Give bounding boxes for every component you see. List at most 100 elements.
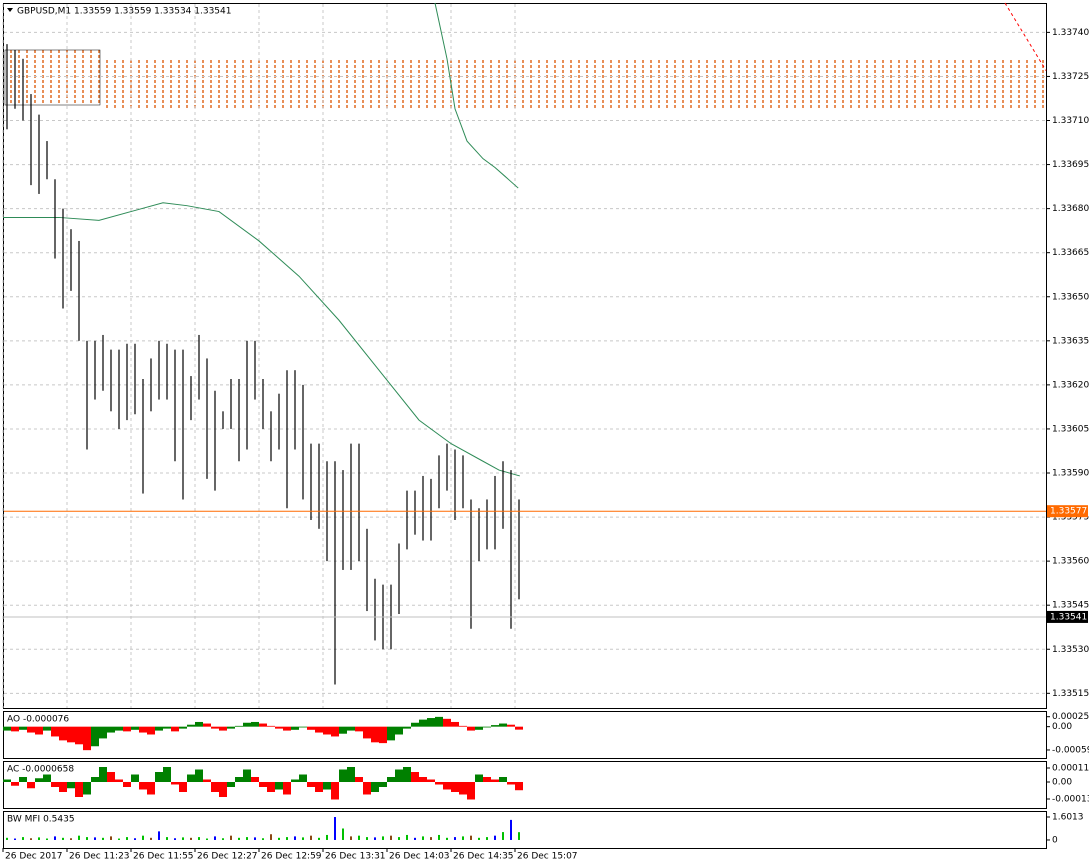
oscillator-bar [491,779,499,782]
oscillator-bar [443,718,451,727]
mfi-bar [502,832,504,840]
oscillator-bar [147,726,155,735]
mfi-bar [302,837,304,840]
oscillator-bar [131,774,139,782]
y-tick-label: 1.33590 [1052,469,1089,479]
oscillator-bar [91,726,99,747]
mfi-bar [494,835,496,840]
mfi-bar [366,837,368,840]
oscillator-bar [235,777,243,782]
oscillator-bar [411,722,419,727]
mfi-frame [3,811,1047,849]
mfi-bar [286,837,288,840]
oscillator-bar [171,782,179,785]
oscillator-bar [211,726,219,729]
oscillator-bar [331,782,339,800]
mfi-bar [166,837,168,840]
oscillator-bar [187,724,195,727]
oscillator-bar [139,782,147,790]
chart-title: GBPUSD,M1 1.33559 1.33559 1.33534 1.3354… [17,7,231,17]
mfi-bar [438,834,440,840]
oscillator-bar [475,774,483,782]
oscillator-bar [27,782,35,789]
mfi-bar [518,832,520,840]
pane-title: AC -0.0000658 [7,765,74,775]
oscillator-bar [259,782,267,787]
oscillator-bar [11,726,19,732]
x-tick-label: 26 Dec 15:07 [517,852,578,862]
price-label: 1.33541 [1050,612,1087,622]
mfi-bar [326,834,328,840]
y-tick-label: -0.000136 [1052,795,1089,805]
order-labels [4,49,101,106]
oscillator-bar [243,722,251,727]
oscillator-bar [75,782,83,797]
x-tick-label: 26 Dec 12:59 [261,852,322,862]
oscillator-bar [67,782,75,789]
mfi-bar [414,837,416,840]
oscillator-bar [179,782,187,792]
oscillator-bar [379,726,387,744]
oscillator-bar [27,726,35,733]
mfi-bar [406,834,408,840]
x-tick-label: 26 Dec 2017 [5,852,63,862]
oscillator-bar [107,726,115,733]
x-tick-label: 26 Dec 11:23 [69,852,130,862]
y-tick-label: 1.33680 [1052,204,1089,214]
y-tick-label: 0 [1052,835,1058,845]
oscillator-bar [315,782,323,792]
oscillator-bar [307,782,315,787]
oscillator-bar [203,779,211,782]
mfi-bar [230,835,232,840]
mfi-bar [102,837,104,840]
oscillator-bar [235,725,243,727]
mfi-bar [118,838,120,840]
y-tick-label: 1.33575 [1052,513,1089,523]
oscillator-bar [307,726,315,730]
mfi-bar [54,836,56,840]
mfi-bar [150,837,152,840]
oscillator-bar [467,726,475,731]
y-tick-label: 1.33560 [1052,557,1089,567]
oscillator-bar [339,769,347,782]
oscillator-bar [387,777,395,782]
oscillator-bar [387,726,395,741]
y-tick-label: 1.33530 [1052,645,1089,655]
y-tick-label: 0.00 [1052,778,1072,788]
y-tick-label: 1.33665 [1052,248,1089,258]
mfi-bar [38,837,40,840]
oscillator-bar [123,726,131,732]
mfi-bar [246,837,248,840]
oscillator-bar [499,777,507,782]
mfi-bar [270,834,272,840]
oscillator-bar [371,782,379,792]
y-tick-label: 1.33710 [1052,116,1089,126]
oscillator-bar [459,782,467,795]
mfi-bar [422,836,424,840]
mfi-bar [198,837,200,840]
oscillator-bar [315,726,323,733]
mfi-bar [222,838,224,840]
oscillator-bar [59,726,67,741]
oscillator-bar [91,777,99,782]
oscillator-bar [195,721,203,727]
y-tick-label: 1.33695 [1052,160,1089,170]
mfi-bar [350,836,352,840]
y-tick-label: 1.33740 [1052,28,1089,38]
oscillator-bar [147,782,155,795]
oscillator-bar [195,769,203,782]
oscillator-bar [35,726,43,735]
oscillator-bar [83,726,91,751]
x-tick-label: 26 Dec 11:55 [133,852,194,862]
oscillator-bar [3,779,11,782]
oscillator-bar [131,726,139,730]
oscillator-bar [427,718,435,727]
mfi-bar [478,837,480,840]
oscillator-bar [379,782,387,787]
mfi-bar [294,836,296,840]
mfi-bar [142,835,144,840]
y-tick-label: 0.00 [1052,722,1072,732]
oscillator-bar [99,767,107,782]
oscillator-bar [59,782,67,792]
mfi-bar [462,836,464,840]
